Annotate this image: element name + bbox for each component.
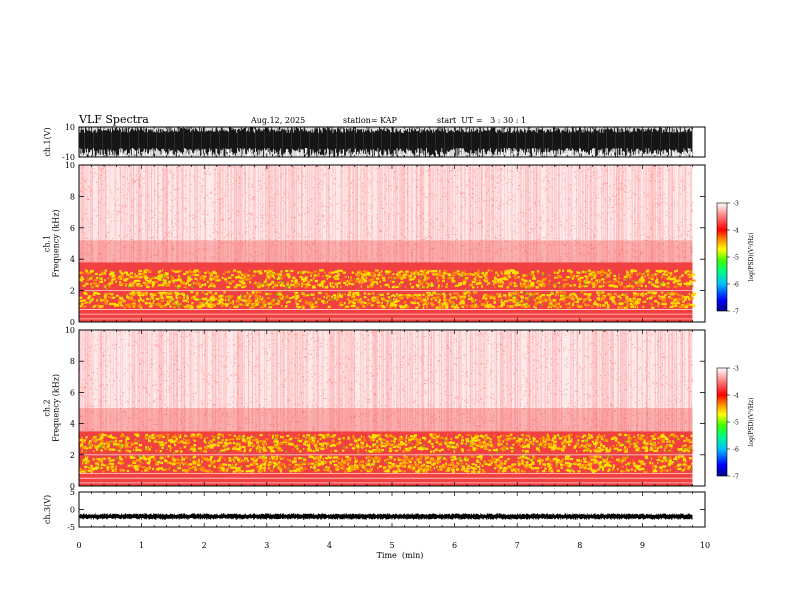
ch1-waveform-gaps xyxy=(82,148,692,165)
ch2-spectrogram-ytick-label: 4 xyxy=(70,420,75,429)
ch1-spectrogram-ylabel: ch.1Frequency (kHz) xyxy=(43,209,61,277)
x-tick-label: 7 xyxy=(515,541,520,550)
colorbar-2-label: log(PSD)(V²/Hz) xyxy=(748,398,755,447)
ch2-spectrogram-orange-band-0 xyxy=(79,455,688,473)
ch1-spectrogram-medium-band xyxy=(79,240,693,263)
ch2-spectrogram-ytick-label: 6 xyxy=(70,388,75,397)
ch1-spectrogram-ytick-label: 0 xyxy=(70,318,75,327)
ch2-spectrogram-speckles xyxy=(79,329,694,432)
colorbar-1-tick-label: -3 xyxy=(733,201,739,208)
x-tick-label: 0 xyxy=(76,541,81,550)
ch1-spectrogram-speckles xyxy=(80,164,694,263)
time-axis: 0 1 2 3 4 5 6 7 8 9 10 xyxy=(76,541,710,550)
colorbar-2-tick-label: -7 xyxy=(733,474,739,481)
ch1-spectrogram-ytick-label: 10 xyxy=(65,161,75,170)
ch1-spectrogram-orange-band-0 xyxy=(82,291,694,309)
ch1-waveform-ytick-label: 10 xyxy=(65,123,75,132)
ch1-colorbar: -3 -4 -5 -6 -7 log(PSD)(V²/Hz) xyxy=(716,201,755,316)
colorbar-2-tick-label: -4 xyxy=(733,393,739,400)
ch1-spectrogram-ytick-label: 8 xyxy=(70,192,75,201)
colorbar-2-tick-label: -5 xyxy=(733,420,739,427)
colorbar-1-tick-label: -4 xyxy=(733,228,739,235)
colorbar-1-tick-label: -5 xyxy=(733,255,739,262)
ch1-spectrogram-panel: 0 2 4 6 8 10 ch.1Frequency (kHz) xyxy=(43,161,706,327)
ch1-spectrogram-streaks xyxy=(78,165,692,263)
ch1-waveform-ylabel-line: ch.1(V) xyxy=(43,127,52,156)
x-axis-label: Time (min) xyxy=(377,551,424,560)
ch1-spectrogram-ytick-label: 4 xyxy=(70,255,75,264)
x-tick-label: 8 xyxy=(577,541,582,550)
ch1-spectrogram-green-specks xyxy=(81,271,690,307)
ch2-spectrogram-orange-band-1 xyxy=(81,433,694,453)
colorbar-2-tick-label: -6 xyxy=(733,447,739,454)
ch2-spectrogram-panel: 0 2 4 6 8 10 ch.2Frequency (kHz) xyxy=(43,326,706,491)
ch1-spectrogram-ytick-label: 2 xyxy=(70,287,75,296)
ch3-waveform-ylabel-line: ch.3(V) xyxy=(43,495,52,524)
header-station: station= KAP xyxy=(343,116,398,125)
ch1-spectrogram-ylabel-line: Frequency (kHz) xyxy=(52,209,61,277)
x-tick-label: 10 xyxy=(700,541,710,550)
ch2-spectrogram-streaks xyxy=(79,330,692,432)
ch2-spectrogram-ylabel-line: ch.2 xyxy=(43,399,52,416)
x-tick-label: 3 xyxy=(264,541,269,550)
header-start-time: start UT = 3 : 30 : 1 xyxy=(437,116,526,125)
ch3-waveform-trace xyxy=(79,513,693,520)
colorbar-2-scale xyxy=(716,367,728,477)
ch2-colorbar: -3 -4 -5 -6 -7 log(PSD)(V²/Hz) xyxy=(716,366,755,481)
ch3-waveform-panel: 5 0 -5 ch.3(V) xyxy=(43,488,706,532)
ch1-waveform-ylabel: ch.1(V) xyxy=(43,127,52,156)
colorbar-1-scale xyxy=(716,202,728,312)
ch1-spectrogram-orange-band-1 xyxy=(80,269,696,289)
ch2-spectrogram-ytick-label: 0 xyxy=(70,482,75,491)
ch3-waveform-frame xyxy=(78,491,706,528)
ch2-spectrogram-green-specks xyxy=(82,435,693,471)
ch2-spectrogram-ylabel-line: Frequency (kHz) xyxy=(52,374,61,442)
colorbar-1-tick-label: -7 xyxy=(733,309,739,316)
colorbar-1-label: log(PSD)(V²/Hz) xyxy=(748,233,755,282)
header-date: Aug.12, 2025 xyxy=(250,116,305,125)
ch3-waveform-ylabel: ch.3(V) xyxy=(43,495,52,524)
x-tick-label: 9 xyxy=(640,541,645,550)
ch2-spectrogram-ytick-label: 2 xyxy=(70,451,75,460)
ch1-waveform-ytick-label: -10 xyxy=(62,153,75,162)
x-tick-label: 5 xyxy=(389,541,394,550)
figure-title: VLF Spectra xyxy=(78,113,149,126)
x-tick-label: 2 xyxy=(202,541,207,550)
ch2-spectrogram-ylabel: ch.2Frequency (kHz) xyxy=(43,374,61,442)
colorbar-1-tick-label: -6 xyxy=(733,282,739,289)
ch1-waveform-panel: 10 -10 ch.1(V) xyxy=(43,123,706,165)
x-tick-label: 4 xyxy=(327,541,332,550)
ch3-waveform-ytick-label: 0 xyxy=(70,506,75,515)
ch1-spectrogram-ytick-label: 6 xyxy=(70,224,75,233)
ch3-waveform-ytick-label: 5 xyxy=(70,488,75,497)
ch1-spectrogram-ylabel-line: ch.1 xyxy=(43,235,52,252)
ch2-spectrogram-medium-band xyxy=(79,408,693,432)
ch3-waveform-ytick-label: -5 xyxy=(67,523,75,532)
x-tick-label: 6 xyxy=(452,541,457,550)
ch2-spectrogram-ytick-label: 8 xyxy=(70,357,75,366)
ch2-spectrogram-ytick-label: 10 xyxy=(65,326,75,335)
colorbar-2-tick-label: -3 xyxy=(733,366,739,373)
ch1-waveform-trace xyxy=(79,127,693,157)
x-tick-label: 1 xyxy=(139,541,144,550)
